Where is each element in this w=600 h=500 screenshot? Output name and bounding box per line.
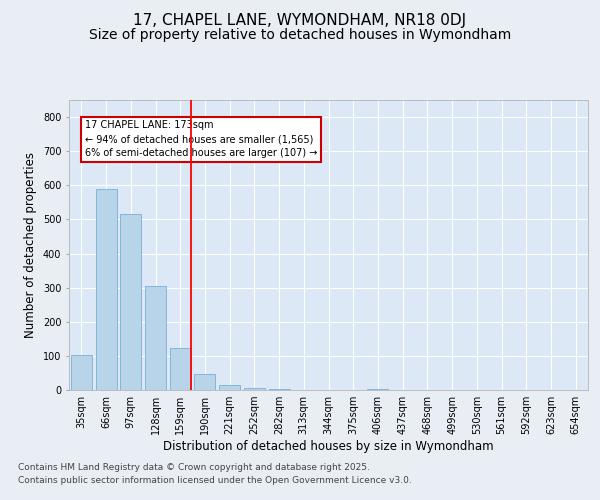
Text: Contains HM Land Registry data © Crown copyright and database right 2025.: Contains HM Land Registry data © Crown c… bbox=[18, 462, 370, 471]
Text: Contains public sector information licensed under the Open Government Licence v3: Contains public sector information licen… bbox=[18, 476, 412, 485]
Bar bbox=[95, 188, 116, 390]
Bar bbox=[219, 384, 240, 390]
Text: 17 CHAPEL LANE: 173sqm
← 94% of detached houses are smaller (1,565)
6% of semi-d: 17 CHAPEL LANE: 173sqm ← 94% of detached… bbox=[85, 120, 317, 158]
Text: 17, CHAPEL LANE, WYMONDHAM, NR18 0DJ: 17, CHAPEL LANE, WYMONDHAM, NR18 0DJ bbox=[133, 12, 467, 28]
Text: Size of property relative to detached houses in Wymondham: Size of property relative to detached ho… bbox=[89, 28, 511, 42]
Bar bbox=[170, 348, 191, 390]
X-axis label: Distribution of detached houses by size in Wymondham: Distribution of detached houses by size … bbox=[163, 440, 494, 453]
Bar bbox=[367, 388, 388, 390]
Bar bbox=[120, 214, 141, 390]
Bar bbox=[145, 286, 166, 390]
Y-axis label: Number of detached properties: Number of detached properties bbox=[25, 152, 37, 338]
Bar bbox=[244, 388, 265, 390]
Bar bbox=[194, 374, 215, 390]
Bar bbox=[71, 355, 92, 390]
Bar bbox=[269, 388, 290, 390]
